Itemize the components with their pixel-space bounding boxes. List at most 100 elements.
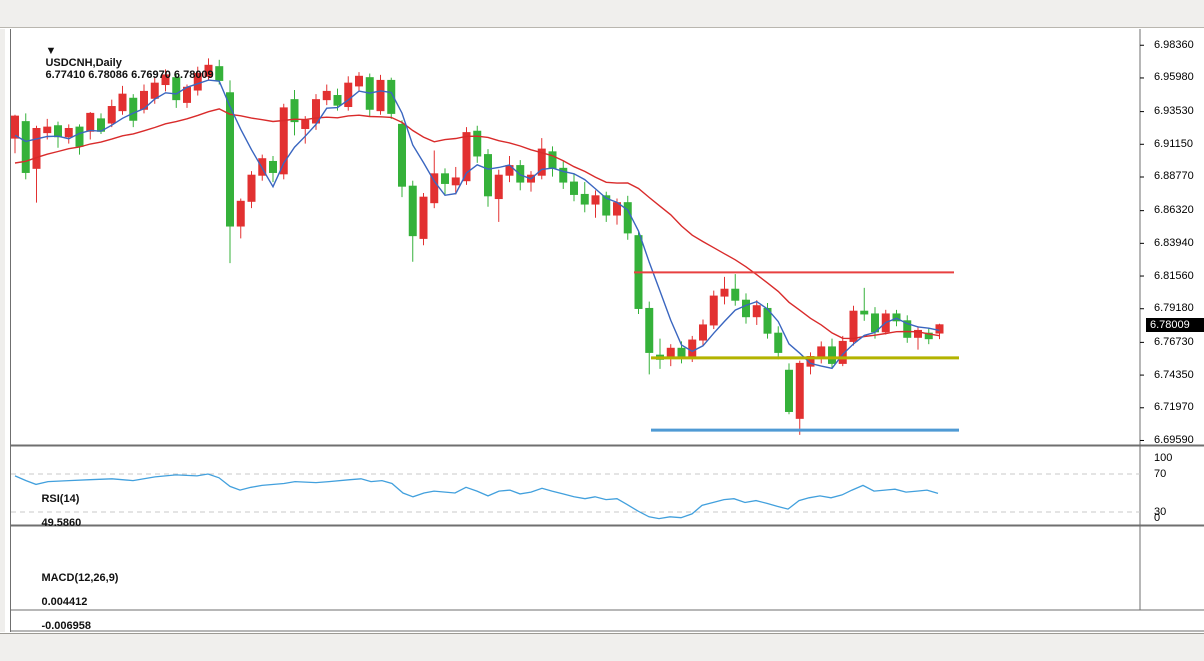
price-tick-label: 6.74350 <box>1154 368 1194 381</box>
price-tick-label: 6.93530 <box>1154 105 1194 118</box>
timeframe-toolbar <box>0 0 1204 28</box>
price-tick-label: 6.95980 <box>1154 71 1194 84</box>
candle-body <box>935 324 944 334</box>
ohlc-values: 6.77410 6.78086 6.76970 6.78009 <box>45 69 214 81</box>
candle-body <box>21 121 30 173</box>
candle-body <box>591 195 600 205</box>
candle-body <box>699 324 707 341</box>
rsi-axis-label: 0 <box>1154 512 1161 524</box>
candle-body <box>247 174 256 202</box>
candle-body <box>828 346 836 364</box>
candle-body <box>204 64 213 77</box>
chart-title: ▼ USDCNH,Daily 6.77410 6.78086 6.76970 6… <box>21 33 214 93</box>
symbol-tab-bar <box>0 633 1204 661</box>
candle-body <box>215 66 224 81</box>
candle-body <box>516 165 525 183</box>
candle-body <box>914 329 922 338</box>
candle-body <box>150 82 159 99</box>
candle-body <box>312 99 320 124</box>
candle-body <box>570 181 578 195</box>
candle-body <box>537 148 546 176</box>
price-chart-canvas[interactable] <box>11 29 1204 632</box>
candle-body <box>333 95 342 106</box>
macd-label: MACD(12,26,9) 0.004412 -0.006958 <box>41 572 119 632</box>
candle-body <box>924 332 933 340</box>
candle-body <box>441 173 449 184</box>
candle-body <box>376 79 385 112</box>
candle-body <box>279 107 288 175</box>
price-tick-label: 6.88770 <box>1154 170 1194 183</box>
price-tick-label: 6.98360 <box>1154 38 1194 51</box>
candle-body <box>559 167 568 183</box>
candle-body <box>129 97 138 121</box>
price-tick-label: 6.86320 <box>1154 204 1194 217</box>
candle-body <box>752 305 761 318</box>
candle-body <box>236 200 245 227</box>
chart-area[interactable]: ▼ USDCNH,Daily 6.77410 6.78086 6.76970 6… <box>0 29 1204 632</box>
chart-frame: ▼ USDCNH,Daily 6.77410 6.78086 6.76970 6… <box>10 29 1204 632</box>
candle-body <box>785 369 793 412</box>
price-axis[interactable]: 6.98360 6.95980 6.93530 6.91150 6.88770 6.863… <box>1147 29 1204 632</box>
rsi-label: RSI(14) 49.5860 <box>41 493 82 529</box>
candle-body <box>484 154 492 197</box>
candle-body <box>226 92 234 227</box>
candle-body <box>387 79 396 114</box>
candle-body <box>623 202 632 234</box>
candle-body <box>75 126 84 147</box>
candle-body <box>849 310 858 342</box>
rsi-line <box>14 473 939 520</box>
candle-body <box>269 160 277 173</box>
candle-body <box>645 307 654 353</box>
candle-body <box>161 74 170 86</box>
candle-body <box>64 127 73 138</box>
candle-body <box>742 299 750 318</box>
price-tick-label: 6.79180 <box>1154 302 1194 315</box>
price-tick-label: 6.81560 <box>1154 269 1194 282</box>
price-tick-label: 6.76730 <box>1154 335 1194 348</box>
candle-body <box>892 313 901 322</box>
candle-body <box>494 174 503 200</box>
rsi-axis-label: 30 <box>1154 506 1167 518</box>
candle-body <box>290 99 299 123</box>
candle-body <box>709 295 718 326</box>
price-tick-label: 6.71970 <box>1154 401 1194 414</box>
rsi-axis-label: 100 <box>1154 452 1173 464</box>
macd-main-value: 0.004412 <box>41 596 88 608</box>
candle-body <box>903 320 912 338</box>
candle-body <box>193 73 202 91</box>
slow-ma-line <box>14 108 940 340</box>
candle-body <box>32 127 41 169</box>
fast-ma-line <box>14 79 940 370</box>
candle-body <box>731 288 740 301</box>
candle-body <box>355 75 363 87</box>
rsi-axis-label: 70 <box>1154 468 1167 480</box>
candle-body <box>548 151 557 169</box>
macd-signal-value: -0.006958 <box>41 620 91 632</box>
price-tick-label: 6.83940 <box>1154 236 1194 249</box>
symbol-period-label: USDCNH,Daily <box>45 57 122 69</box>
candle-body <box>451 177 460 186</box>
candle-body <box>871 313 879 333</box>
candle-body <box>462 132 471 182</box>
candle-body <box>11 115 19 139</box>
candle-body <box>774 332 783 353</box>
price-tick-label: 6.69590 <box>1154 433 1194 446</box>
candle-body <box>473 130 482 157</box>
candle-body <box>408 185 417 237</box>
candle-body <box>677 347 686 358</box>
candle-body <box>580 193 589 205</box>
candle-body <box>43 126 52 134</box>
collapse-indicator-icon[interactable]: ▼ <box>45 45 57 57</box>
candle-body <box>301 119 310 129</box>
rsi-value: 49.5860 <box>41 517 82 529</box>
candle-body <box>817 346 826 358</box>
candle-body <box>838 340 847 364</box>
candle-body <box>107 106 116 124</box>
candle-body <box>398 123 406 187</box>
candle-body <box>344 82 353 108</box>
candle-body <box>430 173 439 204</box>
candle-body <box>860 310 869 315</box>
candle-body <box>172 77 181 101</box>
candle-body <box>720 288 729 297</box>
candle-body <box>419 196 428 239</box>
